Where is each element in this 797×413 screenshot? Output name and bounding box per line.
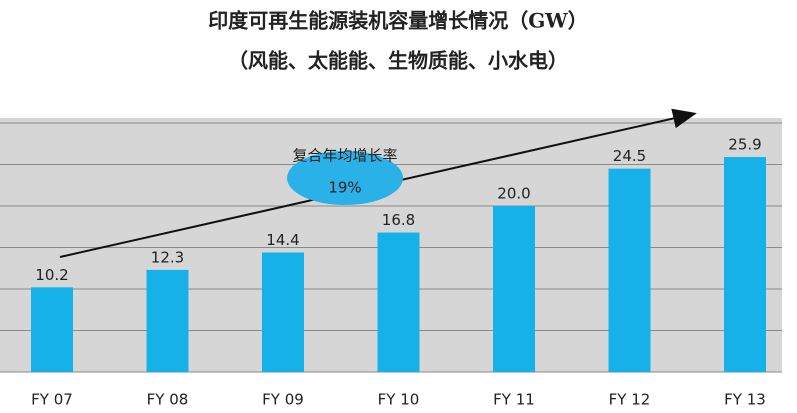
cagr-value: 19% [328, 179, 361, 197]
value-label: 16.8 [382, 211, 415, 229]
x-tick-label: FY 11 [493, 391, 535, 409]
x-tick-label: FY 13 [724, 391, 766, 409]
bar [493, 206, 535, 372]
bar [377, 232, 420, 372]
chart-subtitle: （风能、太能能、生物质能、小水电） [228, 49, 568, 73]
bar [31, 287, 73, 372]
value-label: 10.2 [35, 266, 68, 284]
x-tick-label: FY 12 [609, 391, 651, 409]
chart-title: 印度可再生能源装机容量增长情况（GW） [208, 9, 588, 33]
x-tick-label: FY 08 [147, 391, 189, 409]
value-label: 25.9 [728, 136, 761, 154]
cagr-ellipse [287, 151, 403, 205]
value-label: 14.4 [266, 231, 299, 249]
value-label: 12.3 [151, 248, 184, 266]
bar [262, 252, 304, 372]
value-label: 20.0 [497, 185, 530, 203]
value-label: 24.5 [613, 147, 646, 165]
bar [608, 168, 651, 372]
bar [724, 157, 766, 372]
x-tick-label: FY 07 [31, 391, 73, 409]
cagr-label: 复合年均增长率 [292, 147, 397, 165]
bar [146, 269, 189, 372]
x-tick-label: FY 09 [262, 391, 304, 409]
x-tick-label: FY 10 [378, 391, 420, 409]
